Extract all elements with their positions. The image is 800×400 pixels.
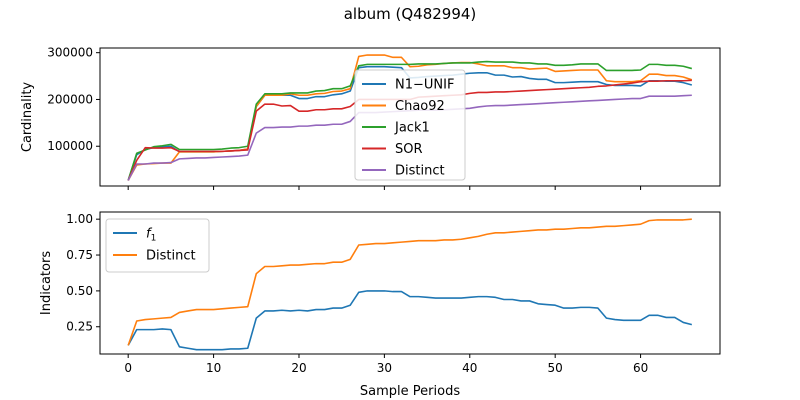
cardinality-legend-frame <box>354 69 466 181</box>
indicators-y-label: Indicators <box>39 251 54 315</box>
indicators-axes-frame <box>99 211 721 355</box>
indicators-series-f1-line <box>127 290 693 351</box>
cardinality-legend-label-distinct: Distinct <box>395 164 445 179</box>
cardinality-y-tick-label: 300000 <box>47 46 93 60</box>
indicators-x-tick-label: 40 <box>462 361 477 375</box>
indicators-x-tick-label: 30 <box>377 361 392 375</box>
cardinality-panel: 100000 200000 300000 Cardinality N1−UNIF Ch… <box>20 46 721 190</box>
indicators-x-tick-label: 10 <box>206 361 221 375</box>
cardinality-legend-label-n1-unif: N1−UNIF <box>395 78 454 93</box>
indicators-y-tick-label: 0.50 <box>66 284 93 298</box>
cardinality-series-jack1-line <box>127 60 693 181</box>
cardinality-y-tick-label: 100000 <box>47 139 93 153</box>
indicators-x-tick-label: 20 <box>291 361 306 375</box>
indicators-y-tick-label: 1.00 <box>66 212 93 226</box>
indicators-legend: f1 Distinct <box>105 218 210 273</box>
cardinality-legend: N1−UNIF Chao92 Jack1 SOR Distinct <box>354 69 466 181</box>
indicators-legend-label-f1: f1 <box>146 227 156 244</box>
indicators-x-tick-label: 50 <box>548 361 563 375</box>
indicators-panel: 0 10 20 30 40 50 60 0.25 0.50 0.75 1.00 Indicators… <box>39 211 721 399</box>
indicators-x-tick-label: 0 <box>124 361 132 375</box>
cardinality-legend-label-jack1: Jack1 <box>394 121 430 136</box>
figure-title: album (Q482994) <box>344 5 477 23</box>
cardinality-legend-label-chao92: Chao92 <box>395 99 445 114</box>
indicators-series-distinct-line <box>127 218 692 346</box>
cardinality-y-tick-label: 200000 <box>47 92 93 106</box>
cardinality-axes-frame <box>99 47 721 187</box>
indicators-y-tick-label: 0.75 <box>66 248 93 262</box>
cardinality-legend-label-sor: SOR <box>395 142 423 157</box>
indicators-y-tick-label: 0.25 <box>66 320 93 334</box>
indicators-legend-label-distinct: Distinct <box>146 249 196 264</box>
cardinality-y-label: Cardinality <box>20 82 35 153</box>
indicators-x-tick-label: 60 <box>633 361 648 375</box>
indicators-x-label: Sample Periods <box>360 384 460 399</box>
indicators-legend-frame <box>105 218 210 273</box>
